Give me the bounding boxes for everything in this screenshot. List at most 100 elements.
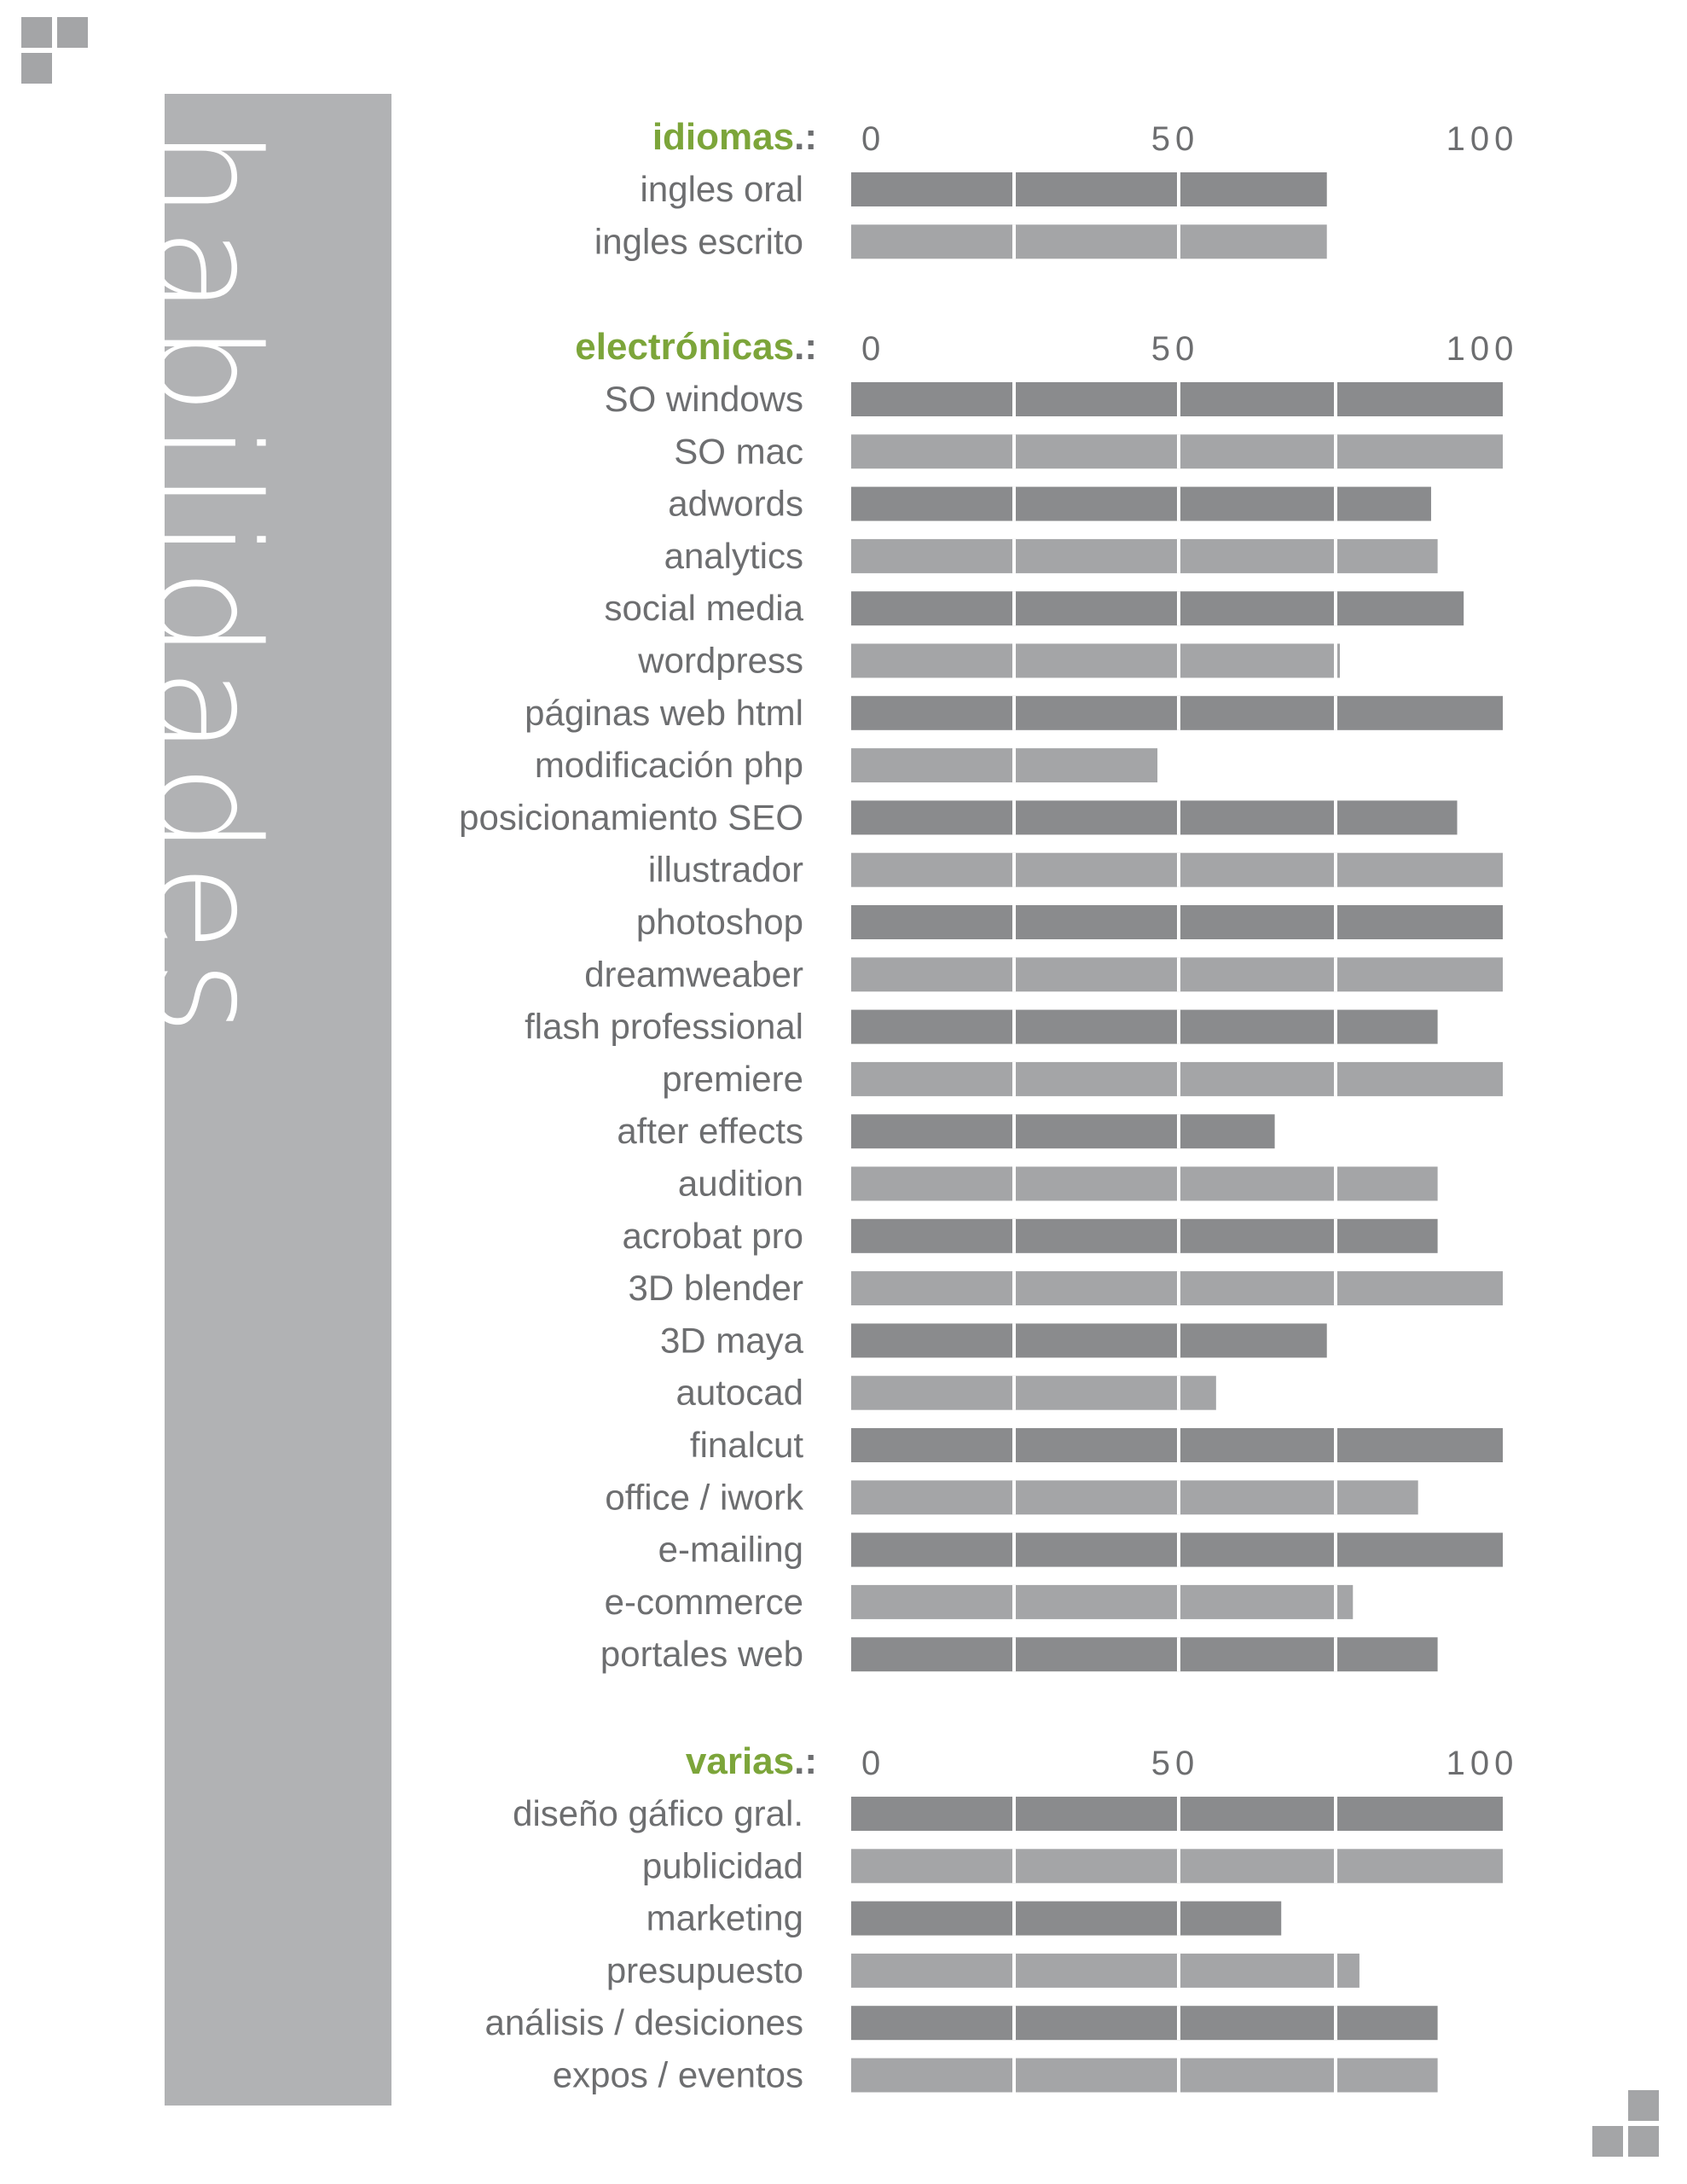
bar-divider bbox=[1334, 1166, 1337, 1201]
bar-divider bbox=[1177, 1323, 1180, 1358]
bar-divider bbox=[1012, 1797, 1016, 1831]
bar-divider bbox=[1012, 1480, 1016, 1515]
bar-divider bbox=[1012, 1375, 1016, 1410]
bar-divider bbox=[1012, 748, 1016, 783]
skill-label: 3D maya bbox=[660, 1320, 804, 1360]
tick-label: 0 bbox=[861, 1745, 885, 1782]
skill-label: audition bbox=[678, 1164, 803, 1204]
bar-divider bbox=[1012, 905, 1016, 939]
bar-divider bbox=[1012, 538, 1016, 573]
skill-bar bbox=[851, 1114, 1275, 1149]
tick-label: 50 bbox=[1151, 120, 1200, 158]
bar-divider bbox=[1012, 1901, 1016, 1936]
skill-label: illustrador bbox=[648, 850, 803, 890]
bar-divider bbox=[1334, 382, 1337, 416]
skill-bar bbox=[851, 643, 1340, 678]
bar-divider bbox=[1177, 905, 1180, 939]
skill-label: páginas web html bbox=[525, 693, 803, 733]
skill-label: e-mailing bbox=[658, 1530, 803, 1570]
section-title: idiomas.: bbox=[652, 116, 817, 158]
skill-label: e-commerce bbox=[605, 1582, 803, 1622]
bar-divider bbox=[1334, 1428, 1337, 1462]
skill-label: office / iwork bbox=[605, 1477, 804, 1517]
skill-bar bbox=[851, 748, 1158, 783]
bar-divider bbox=[1177, 1532, 1180, 1567]
skill-bar bbox=[851, 224, 1327, 259]
bar-divider bbox=[1334, 486, 1337, 521]
bar-divider bbox=[1334, 1584, 1337, 1619]
skill-label: social media bbox=[605, 588, 804, 628]
skill-bar bbox=[851, 2006, 1438, 2041]
bar-divider bbox=[1177, 1849, 1180, 1884]
skill-label: marketing bbox=[646, 1898, 803, 1938]
skill-bar bbox=[851, 1584, 1354, 1619]
skill-label: posicionamiento SEO bbox=[459, 797, 803, 837]
bar-divider bbox=[1334, 1480, 1337, 1515]
skill-label: adwords bbox=[668, 484, 803, 524]
skill-label: flash professional bbox=[525, 1007, 803, 1047]
bar-divider bbox=[1012, 2058, 1016, 2093]
bar-divider bbox=[1012, 591, 1016, 626]
skill-label: modificación php bbox=[535, 745, 803, 785]
tick-label: 100 bbox=[1446, 1745, 1519, 1782]
bar-divider bbox=[1177, 957, 1180, 992]
skill-label: ingles escrito bbox=[594, 221, 803, 261]
skill-bar bbox=[851, 1375, 1216, 1410]
bar-divider bbox=[1177, 1428, 1180, 1462]
skill-bar bbox=[851, 1480, 1418, 1515]
bar-divider bbox=[1177, 1166, 1180, 1201]
grid-squares-icon bbox=[1592, 2090, 1669, 2167]
bar-divider bbox=[1334, 1797, 1337, 1831]
bar-divider bbox=[1012, 1953, 1016, 1988]
tick-label: 0 bbox=[861, 120, 885, 158]
skill-label: expos / eventos bbox=[553, 2055, 803, 2095]
bar-divider bbox=[1334, 1953, 1337, 1988]
bar-divider bbox=[1334, 434, 1337, 469]
bar-divider bbox=[1177, 800, 1180, 835]
skill-label: SO windows bbox=[605, 379, 803, 419]
skill-label: acrobat pro bbox=[623, 1216, 803, 1256]
bar-divider bbox=[1012, 1584, 1016, 1619]
tick-label: 0 bbox=[861, 330, 885, 368]
bar-divider bbox=[1012, 1637, 1016, 1672]
bar-divider bbox=[1012, 1428, 1016, 1462]
bar-divider bbox=[1012, 1114, 1016, 1149]
bar-divider bbox=[1177, 1637, 1180, 1672]
bar-divider bbox=[1012, 382, 1016, 416]
bar-divider bbox=[1334, 591, 1337, 626]
skill-label: premiere bbox=[662, 1059, 803, 1099]
skill-bar bbox=[851, 1166, 1438, 1201]
skill-label: wordpress bbox=[637, 641, 803, 681]
skill-label: diseño gáfico gral. bbox=[513, 1793, 803, 1833]
bar-divider bbox=[1012, 852, 1016, 887]
bar-divider bbox=[1177, 538, 1180, 573]
bar-divider bbox=[1334, 800, 1337, 835]
skill-bar bbox=[851, 2058, 1438, 2093]
bar-divider bbox=[1012, 434, 1016, 469]
skill-bar bbox=[851, 1323, 1327, 1358]
bar-divider bbox=[1177, 172, 1180, 206]
skill-bar bbox=[851, 172, 1327, 206]
bar-divider bbox=[1012, 1166, 1016, 1201]
bar-divider bbox=[1177, 1009, 1180, 1044]
bar-divider bbox=[1334, 2058, 1337, 2093]
grid-squares-icon bbox=[21, 17, 98, 94]
bar-divider bbox=[1012, 1218, 1016, 1253]
bar-divider bbox=[1177, 1114, 1180, 1149]
tick-label: 100 bbox=[1446, 120, 1519, 158]
skill-label: portales web bbox=[600, 1634, 803, 1674]
skill-bar bbox=[851, 1953, 1359, 1988]
bar-divider bbox=[1012, 486, 1016, 521]
skill-label: 3D blender bbox=[629, 1268, 803, 1308]
bar-divider bbox=[1177, 224, 1180, 259]
skill-bar bbox=[851, 1901, 1282, 1936]
bar-divider bbox=[1334, 905, 1337, 939]
skill-label: presupuesto bbox=[606, 1950, 803, 1990]
skill-label: after effects bbox=[617, 1111, 803, 1151]
skill-bar bbox=[851, 591, 1464, 626]
bar-divider bbox=[1177, 1584, 1180, 1619]
bar-divider bbox=[1334, 957, 1337, 992]
bar-divider bbox=[1177, 591, 1180, 626]
skill-bar bbox=[851, 486, 1431, 521]
